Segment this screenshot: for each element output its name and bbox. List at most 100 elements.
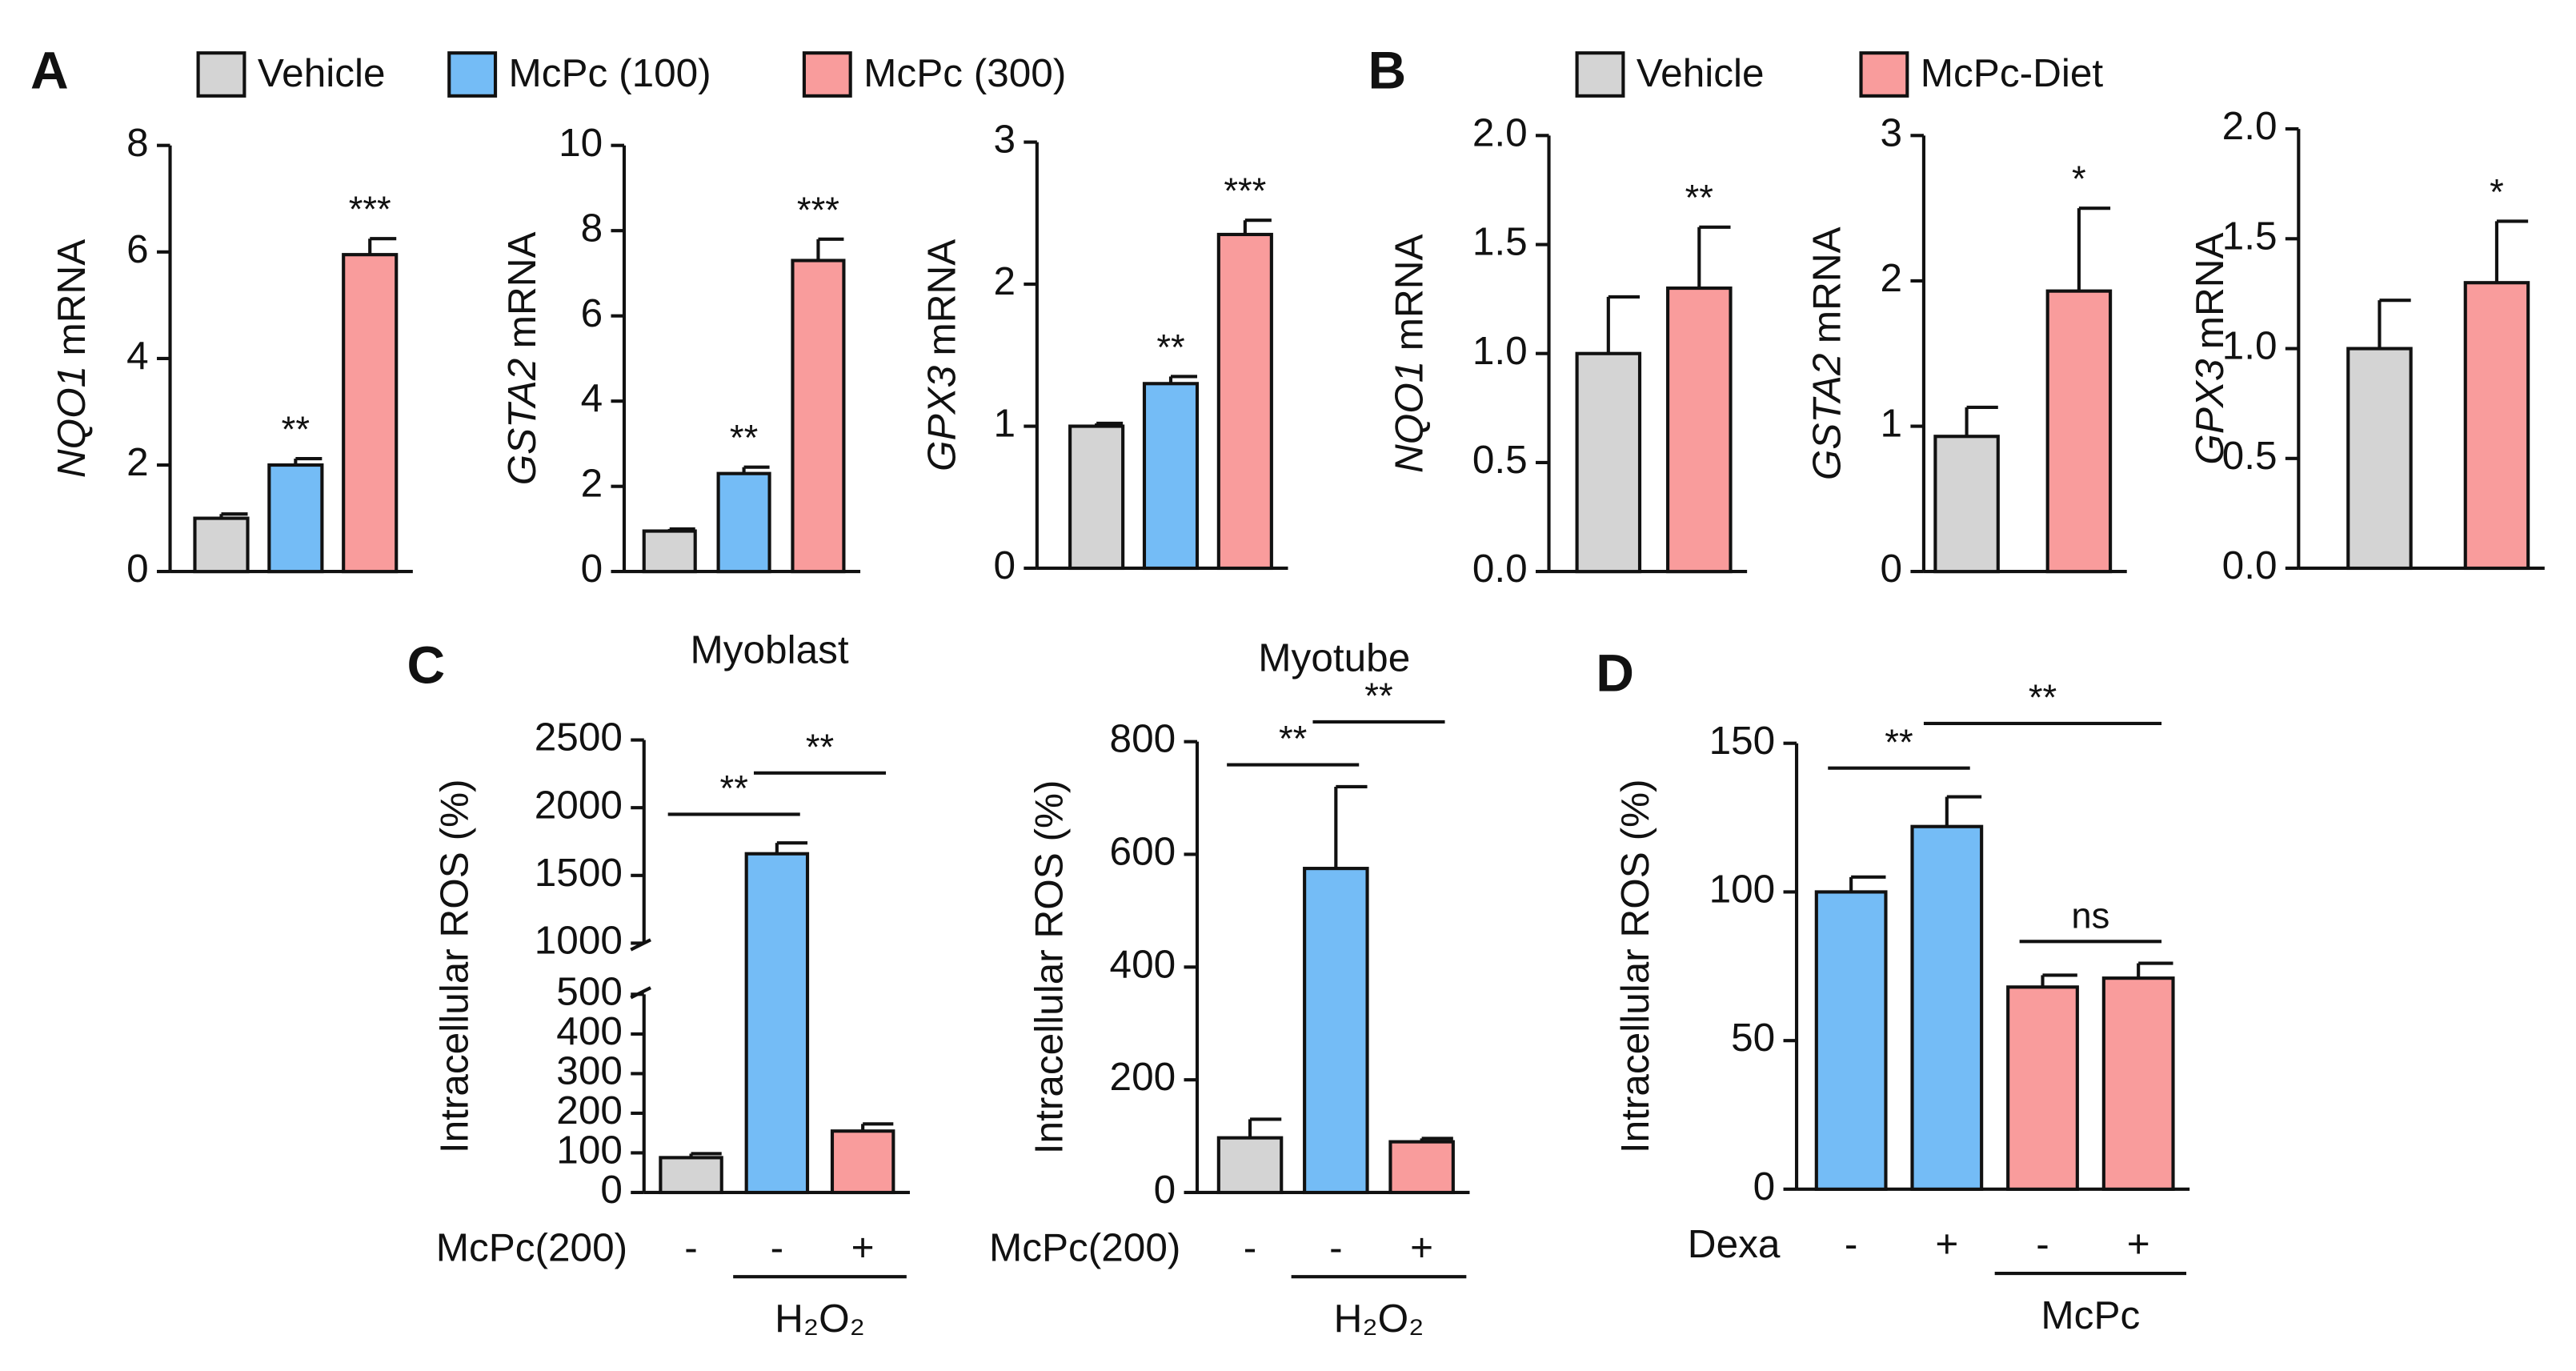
panel-label: B bbox=[1368, 40, 1406, 99]
y-tick-label: 0.0 bbox=[2222, 543, 2278, 587]
y-axis-label: GPX3 mRNA bbox=[919, 239, 963, 471]
panel-label: A bbox=[30, 40, 69, 99]
y-tick-label: 2 bbox=[1881, 256, 1903, 300]
x-tick-label: + bbox=[851, 1225, 875, 1269]
y-tick-label: 8 bbox=[581, 206, 603, 250]
y-tick-label: 0.5 bbox=[1472, 438, 1528, 482]
y-tick-label: 8 bbox=[126, 121, 149, 165]
bar bbox=[1814, 890, 1888, 1191]
bar bbox=[1216, 1136, 1284, 1195]
bar bbox=[830, 1129, 895, 1195]
bar bbox=[1388, 1140, 1455, 1195]
significance: ** bbox=[1685, 178, 1713, 218]
y-axis-label: GSTA2 mRNA bbox=[500, 232, 544, 486]
bar bbox=[1666, 286, 1733, 574]
bar bbox=[1068, 424, 1125, 571]
y-tick-label: 1.0 bbox=[2222, 324, 2278, 368]
bar bbox=[2346, 347, 2413, 571]
x-row-label: McPc(200) bbox=[989, 1225, 1180, 1269]
y-tick-label: 3 bbox=[1881, 110, 1903, 154]
y-tick-label: 2 bbox=[126, 440, 149, 484]
group-label: H₂O₂ bbox=[1334, 1297, 1424, 1341]
bar bbox=[642, 529, 697, 574]
legend-swatch bbox=[1575, 51, 1625, 98]
y-axis-label-text: mRNA bbox=[2188, 232, 2232, 349]
y-axis-label-text: mRNA bbox=[1805, 226, 1849, 343]
y-axis-label-gene: GPX3 bbox=[2188, 359, 2232, 465]
y-axis-label-text: mRNA bbox=[919, 239, 963, 356]
bar bbox=[659, 1156, 723, 1195]
y-tick-label: 0 bbox=[1881, 547, 1903, 591]
significance: *** bbox=[797, 190, 839, 231]
significance: ** bbox=[1156, 327, 1184, 367]
y-axis-label: NQO1 mRNA bbox=[1387, 234, 1431, 473]
y-tick-label: 2500 bbox=[535, 716, 623, 760]
bar bbox=[2101, 976, 2175, 1191]
chart-title: Myotube bbox=[1258, 636, 1410, 680]
y-tick-label: 100 bbox=[1709, 868, 1776, 912]
y-tick-label: 0 bbox=[581, 547, 603, 591]
y-tick-label: 0 bbox=[993, 543, 1016, 587]
y-tick-label: 1.5 bbox=[2222, 214, 2278, 258]
y-tick-label: 0.5 bbox=[2222, 434, 2278, 478]
bar bbox=[744, 852, 810, 1195]
x-tick-label: - bbox=[1329, 1225, 1343, 1269]
y-tick-label: 0 bbox=[1154, 1168, 1176, 1212]
y-tick-label: 1000 bbox=[535, 918, 623, 962]
y-axis-label-text: Intracellular ROS (%) bbox=[1613, 779, 1657, 1153]
significance: *** bbox=[349, 189, 391, 230]
comparison-label: ** bbox=[720, 768, 748, 809]
y-tick-label: 400 bbox=[1110, 942, 1176, 986]
group-label: McPc bbox=[2041, 1293, 2140, 1337]
y-tick-label: 50 bbox=[1731, 1016, 1775, 1060]
y-tick-label: 0 bbox=[1753, 1165, 1776, 1209]
comparison-label: ** bbox=[1279, 719, 1307, 760]
y-tick-label: 1 bbox=[1881, 402, 1903, 446]
x-tick-label: + bbox=[2127, 1222, 2150, 1266]
y-tick-label: 0.0 bbox=[1472, 547, 1528, 591]
y-tick-label: 6 bbox=[581, 291, 603, 335]
y-tick-label: 2.0 bbox=[2222, 104, 2278, 148]
panel-label: C bbox=[407, 635, 446, 694]
bar bbox=[267, 463, 324, 574]
significance: * bbox=[2490, 171, 2504, 212]
x-tick-label: - bbox=[684, 1225, 698, 1269]
y-tick-label: 0 bbox=[126, 547, 149, 591]
y-axis-label: GPX3 mRNA bbox=[2188, 232, 2232, 464]
y-axis-label-gene: NQO1 bbox=[50, 366, 94, 478]
y-tick-label: 200 bbox=[1110, 1055, 1176, 1099]
bar bbox=[2463, 281, 2530, 571]
x-tick-label: - bbox=[2036, 1222, 2049, 1266]
x-tick-label: - bbox=[771, 1225, 784, 1269]
y-tick-label: 500 bbox=[556, 969, 623, 1013]
y-tick-label: 200 bbox=[556, 1088, 623, 1132]
bar bbox=[1933, 435, 2000, 574]
y-tick-label: 100 bbox=[556, 1128, 623, 1173]
y-tick-label: 1500 bbox=[535, 851, 623, 895]
legend-label: Vehicle bbox=[258, 51, 386, 95]
significance: ** bbox=[282, 409, 310, 450]
y-tick-label: 300 bbox=[556, 1048, 623, 1092]
y-tick-label: 1.0 bbox=[1472, 329, 1528, 373]
y-tick-label: 10 bbox=[559, 121, 603, 165]
chart-title: Myoblast bbox=[691, 627, 849, 671]
significance: ** bbox=[730, 418, 758, 459]
y-tick-label: 2000 bbox=[535, 783, 623, 827]
y-axis-label-text: Intracellular ROS (%) bbox=[433, 779, 477, 1153]
panel-label: D bbox=[1596, 643, 1634, 703]
y-axis-label-text: Intracellular ROS (%) bbox=[1028, 780, 1072, 1154]
y-axis-label: Intracellular ROS (%) bbox=[1028, 780, 1072, 1154]
y-axis-label-gene: NQO1 bbox=[1387, 361, 1431, 473]
legend-swatch bbox=[1859, 51, 1909, 98]
y-axis-label-gene: GPX3 bbox=[919, 365, 963, 471]
group-label: H₂O₂ bbox=[775, 1297, 865, 1341]
legend-label: Vehicle bbox=[1637, 51, 1765, 95]
bar bbox=[1910, 824, 1984, 1191]
legend-label: McPc (100) bbox=[509, 51, 711, 95]
significance: * bbox=[2072, 158, 2086, 199]
legend-label: McPc (300) bbox=[863, 51, 1066, 95]
y-tick-label: 400 bbox=[556, 1009, 623, 1053]
y-tick-label: 6 bbox=[126, 227, 149, 271]
bar bbox=[716, 471, 771, 574]
bar bbox=[1142, 382, 1200, 571]
